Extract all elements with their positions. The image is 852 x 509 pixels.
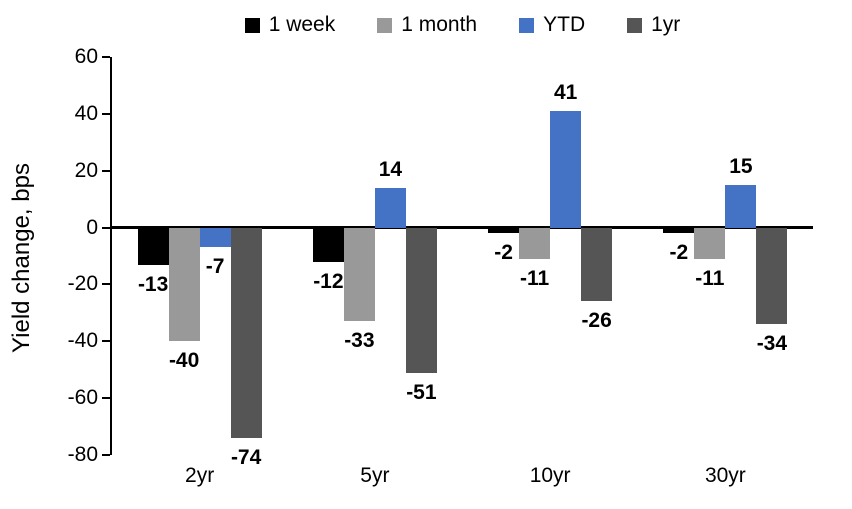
x-axis-zero-line: [110, 226, 813, 230]
bar-1yr-2yr: [230, 227, 262, 438]
bar-value-ytd-30yr: 15: [729, 154, 753, 178]
y-tick-label--20: -20: [67, 272, 98, 296]
y-tick-mark--60: [102, 397, 110, 400]
y-tick-mark--20: [102, 283, 110, 286]
bar-value-ytd-5yr: 14: [378, 157, 403, 181]
legend-item-1-month: 1 month: [377, 13, 477, 37]
x-category-label-30yr: 30yr: [704, 464, 746, 487]
legend-item-1-week: 1 week: [244, 13, 336, 37]
legend-label-1-month: 1 month: [401, 13, 478, 36]
y-tick-label--60: -60: [67, 386, 98, 410]
bar-value-1yr-2yr: -74: [230, 445, 262, 469]
legend-label-1-week: 1 week: [268, 13, 336, 36]
y-tick-mark-40: [102, 112, 110, 115]
y-tick-label-0: 0: [86, 215, 98, 239]
y-tick-mark--80: [102, 454, 110, 456]
legend-item-ytd: YTD: [519, 13, 585, 37]
y-tick-mark-0: [102, 226, 110, 229]
legend-item-1yr: 1yr: [627, 13, 680, 37]
bar-value-1yr-30yr: -34: [756, 332, 788, 356]
legend-label-ytd: YTD: [543, 13, 586, 36]
x-category-label-5yr: 5yr: [360, 464, 390, 487]
x-category-label-10yr: 10yr: [529, 464, 571, 487]
legend-swatch-1-week: [244, 17, 260, 33]
legend-swatch-1yr: [627, 17, 643, 33]
y-axis-line: [110, 57, 112, 455]
bar-ytd-30yr: [725, 184, 757, 228]
bar-1-month-30yr: [694, 227, 726, 259]
y-tick-mark--40: [102, 340, 110, 343]
y-tick-label--80: -80: [67, 443, 98, 466]
bar-1-week-10yr: [488, 227, 520, 234]
bar-ytd-2yr: [199, 227, 231, 248]
bar-value-1-week-30yr: -2: [669, 241, 689, 265]
bar-1-month-10yr: [519, 227, 551, 259]
bar-1-month-2yr: [168, 227, 200, 342]
bar-ytd-10yr: [550, 111, 582, 228]
bar-value-1-month-10yr: -11: [520, 266, 550, 290]
x-category-label-2yr: 2yr: [185, 464, 215, 487]
bar-value-ytd-10yr: 41: [553, 81, 578, 104]
y-tick-label-40: 40: [74, 101, 98, 125]
bar-value-1yr-5yr: -51: [406, 380, 437, 404]
bar-1-week-5yr: [312, 227, 344, 262]
bar-1-month-5yr: [343, 227, 375, 322]
bar-value-1yr-10yr: -26: [581, 309, 612, 333]
y-tick-label-20: 20: [74, 158, 98, 182]
bar-value-1-week-10yr: -2: [494, 241, 513, 265]
chart-legend: 1 week 1 month YTD 1yr: [112, 8, 813, 42]
y-tick-mark-60: [102, 56, 110, 58]
y-tick-label--40: -40: [67, 329, 98, 353]
bar-value-1-month-2yr: -40: [168, 349, 200, 373]
legend-label-1yr: 1yr: [651, 13, 681, 36]
bar-1yr-5yr: [405, 227, 437, 373]
bar-value-ytd-2yr: -7: [205, 255, 225, 279]
bar-value-1-week-2yr: -13: [137, 272, 169, 296]
y-tick-mark-20: [102, 169, 110, 172]
bar-1-week-30yr: [663, 227, 695, 234]
bar-value-1-month-30yr: -11: [695, 266, 725, 290]
bar-1yr-10yr: [581, 227, 613, 302]
bar-value-1-week-5yr: -12: [313, 269, 344, 293]
legend-swatch-1-month: [377, 17, 393, 33]
bar-value-1-month-5yr: -33: [344, 329, 375, 353]
y-tick-label-60: 60: [74, 45, 98, 68]
legend-swatch-ytd: [519, 17, 535, 33]
bar-1-week-2yr: [137, 227, 169, 265]
bar-1yr-30yr: [756, 227, 788, 325]
bar-ytd-5yr: [374, 187, 406, 228]
